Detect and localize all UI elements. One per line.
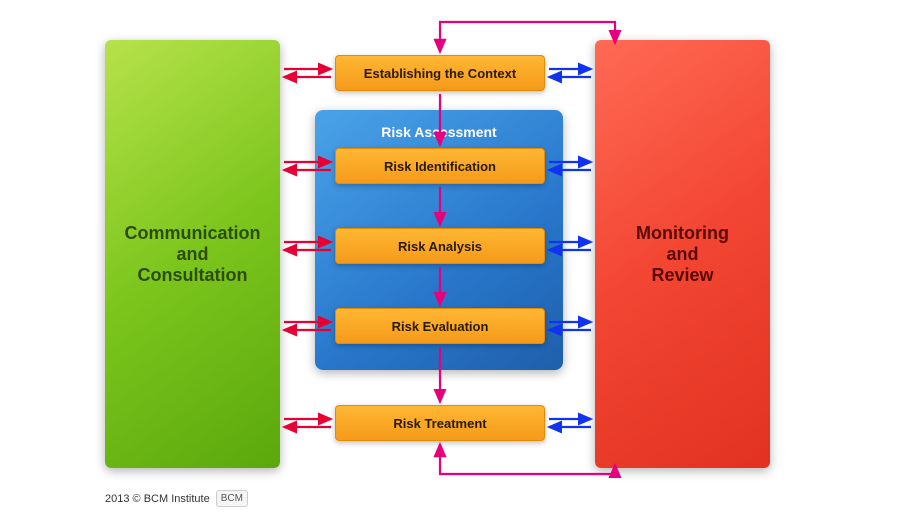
box-evaluation-label: Risk Evaluation xyxy=(392,319,489,334)
bcm-logo-icon: BCM xyxy=(216,490,248,507)
risk-management-diagram: Communication and Consultation Monitorin… xyxy=(0,0,900,520)
risk-assessment-title: Risk Assessment xyxy=(315,120,563,148)
box-risk-identification: Risk Identification xyxy=(335,148,545,184)
box-establishing-context: Establishing the Context xyxy=(335,55,545,91)
pillar-right-label: Monitoring and Review xyxy=(636,223,729,286)
footer-text: 2013 © BCM Institute xyxy=(105,493,210,505)
pillar-communication-consultation: Communication and Consultation xyxy=(105,40,280,468)
box-risk-analysis: Risk Analysis xyxy=(335,228,545,264)
footer: 2013 © BCM Institute BCM xyxy=(105,490,248,507)
box-analysis-label: Risk Analysis xyxy=(398,239,482,254)
pillar-left-label: Communication and Consultation xyxy=(124,223,260,286)
box-identification-label: Risk Identification xyxy=(384,159,496,174)
box-context-label: Establishing the Context xyxy=(364,66,516,81)
box-risk-evaluation: Risk Evaluation xyxy=(335,308,545,344)
box-treatment-label: Risk Treatment xyxy=(393,416,486,431)
box-risk-treatment: Risk Treatment xyxy=(335,405,545,441)
pillar-monitoring-review: Monitoring and Review xyxy=(595,40,770,468)
